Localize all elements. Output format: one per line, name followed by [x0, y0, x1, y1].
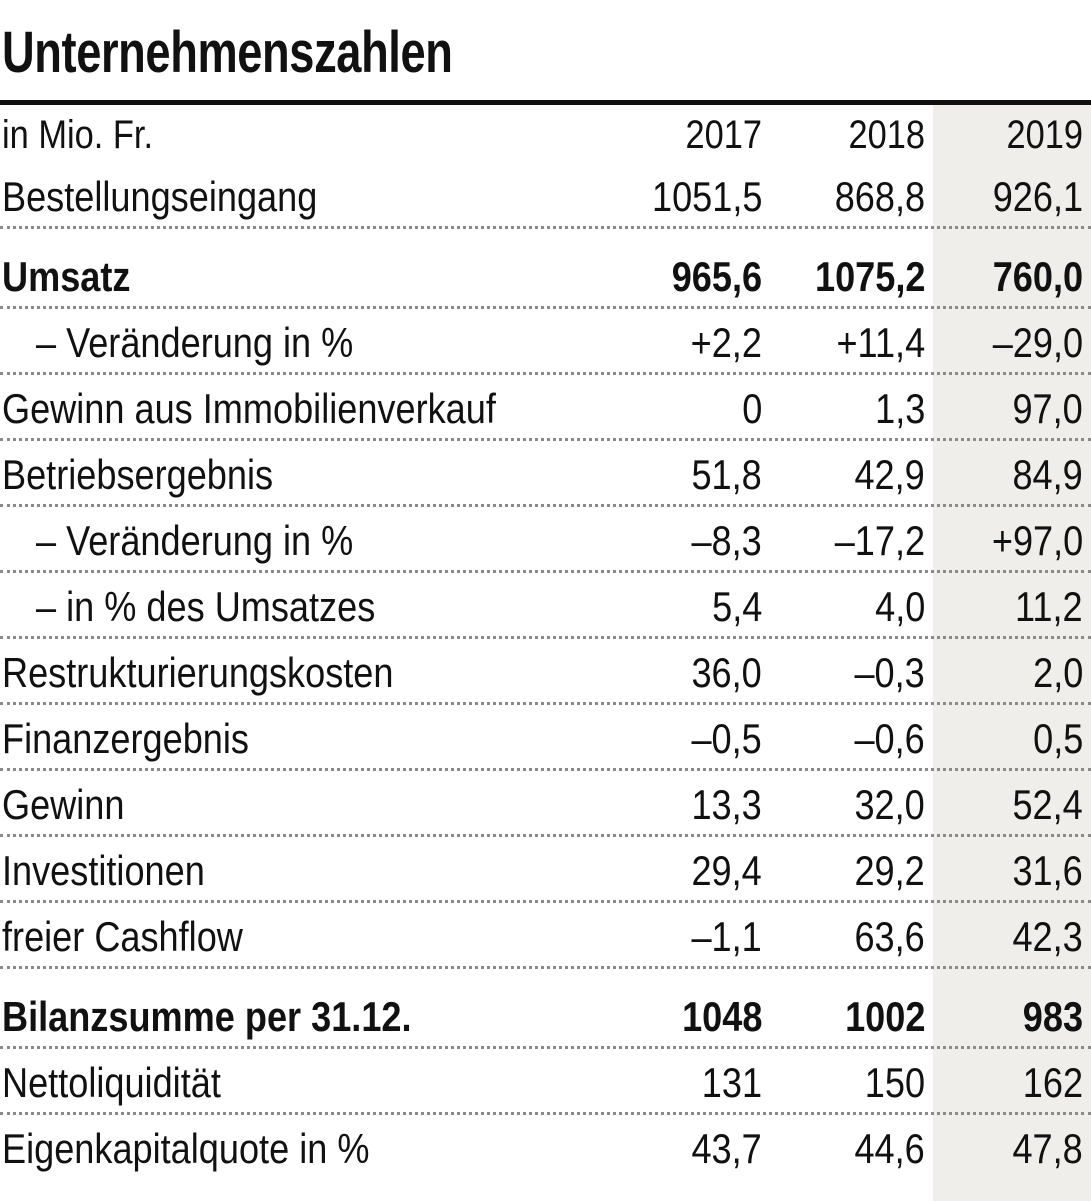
row-label: Bilanzsumme per 31.12.: [2, 993, 412, 1040]
value-2017: 29,4: [691, 847, 762, 894]
value-2017: +2,2: [690, 319, 762, 366]
row-divider: [0, 834, 1091, 837]
table-row: Restrukturierungskosten 36,0 –0,3 2,0: [0, 639, 1091, 705]
value-2017: 1048: [681, 993, 762, 1040]
value-2019: 84,9: [1012, 451, 1083, 498]
value-2019: 47,8: [1012, 1125, 1083, 1172]
value-2019: 97,0: [1012, 385, 1083, 432]
value-2018: 1002: [844, 993, 925, 1040]
value-2018: –0,3: [854, 649, 925, 696]
row-divider: [0, 372, 1091, 375]
table-row: – in % des Umsatzes 5,4 4,0 11,2: [0, 573, 1091, 639]
value-2019: 0,5: [1032, 715, 1083, 762]
row-label: Bestellungseingang: [2, 173, 318, 220]
value-2019: 2,0: [1032, 649, 1083, 696]
row-divider: [0, 570, 1091, 573]
table-row: Bilanzsumme per 31.12. 1048 1002 983: [0, 969, 1091, 1049]
value-2018: 44,6: [854, 1125, 925, 1172]
row-label: Gewinn: [2, 781, 125, 828]
unit-label: in Mio. Fr.: [2, 113, 154, 157]
row-divider: [0, 702, 1091, 705]
value-2018: 868,8: [834, 173, 925, 220]
value-2018: 32,0: [854, 781, 925, 828]
row-divider: [0, 1112, 1091, 1115]
year-header-2017: 2017: [685, 113, 762, 157]
row-divider: [0, 438, 1091, 441]
year-header-2019: 2019: [1006, 113, 1083, 157]
row-divider: [0, 504, 1091, 507]
table-row: freier Cashflow –1,1 63,6 42,3: [0, 903, 1091, 969]
table-row: Nettoliquidität 131 150 162: [0, 1049, 1091, 1115]
value-2017: 51,8: [691, 451, 762, 498]
value-2019: 52,4: [1012, 781, 1083, 828]
row-divider: [0, 226, 1091, 229]
row-label: Finanzergebnis: [2, 715, 249, 762]
value-2019: 760,0: [992, 253, 1083, 300]
value-2017: –8,3: [691, 517, 762, 564]
table-row: Bestellungseingang 1051,5 868,8 926,1: [0, 167, 1091, 229]
table-row: – Veränderung in % +2,2 +11,4 –29,0: [0, 309, 1091, 375]
value-2019: 926,1: [992, 173, 1083, 220]
value-2017: 36,0: [691, 649, 762, 696]
value-2018: –0,6: [854, 715, 925, 762]
row-divider: [0, 900, 1091, 903]
row-label: Gewinn aus Immobilienverkauf: [2, 385, 496, 432]
value-2019: 11,2: [1015, 583, 1083, 630]
row-divider: [0, 1046, 1091, 1049]
value-2017: 5,4: [711, 583, 762, 630]
highlight-column-2019: [933, 105, 1091, 1201]
page-title: Unternehmenszahlen: [2, 20, 453, 85]
row-divider: [0, 768, 1091, 771]
row-label: freier Cashflow: [2, 913, 243, 960]
value-2018: 1,3: [874, 385, 925, 432]
row-label: – Veränderung in %: [36, 517, 354, 564]
value-2019: –29,0: [992, 319, 1083, 366]
table-row: Gewinn 13,3 32,0 52,4: [0, 771, 1091, 837]
value-2019: 983: [1022, 993, 1083, 1040]
row-label: Umsatz: [2, 253, 131, 300]
value-2018: –17,2: [834, 517, 925, 564]
row-divider: [0, 966, 1091, 969]
table-header-row: in Mio. Fr. 2017 2018 2019: [0, 105, 1091, 167]
value-2018: 29,2: [854, 847, 925, 894]
value-2019: 162: [1022, 1059, 1083, 1106]
row-label: Investitionen: [2, 847, 205, 894]
table-row: Investitionen 29,4 29,2 31,6: [0, 837, 1091, 903]
value-2017: 131: [701, 1059, 762, 1106]
value-2019: 42,3: [1012, 913, 1083, 960]
value-2017: 0: [741, 385, 762, 432]
table-row: – Veränderung in % –8,3 –17,2 +97,0: [0, 507, 1091, 573]
value-2017: 43,7: [691, 1125, 762, 1172]
row-label: Eigenkapitalquote in %: [2, 1125, 370, 1172]
value-2017: 965,6: [671, 253, 762, 300]
value-2018: 63,6: [854, 913, 925, 960]
table-row: Eigenkapitalquote in % 43,7 44,6 47,8: [0, 1115, 1091, 1181]
value-2019: 31,6: [1012, 847, 1083, 894]
table-row: Betriebsergebnis 51,8 42,9 84,9: [0, 441, 1091, 507]
value-2018: 4,0: [874, 583, 925, 630]
value-2017: –0,5: [691, 715, 762, 762]
table-row: Gewinn aus Immobilienverkauf 0 1,3 97,0: [0, 375, 1091, 441]
title-divider: [0, 100, 1091, 105]
table-row: Umsatz 965,6 1075,2 760,0: [0, 229, 1091, 309]
value-2019: +97,0: [991, 517, 1083, 564]
row-label: Restrukturierungskosten: [2, 649, 394, 696]
table-row: Finanzergebnis –0,5 –0,6 0,5: [0, 705, 1091, 771]
value-2017: 1051,5: [651, 173, 762, 220]
value-2017: 13,3: [691, 781, 762, 828]
row-label: Betriebsergebnis: [2, 451, 274, 498]
value-2018: +11,4: [836, 319, 925, 366]
row-label: – in % des Umsatzes: [36, 583, 376, 630]
value-2018: 42,9: [854, 451, 925, 498]
row-label: – Veränderung in %: [36, 319, 354, 366]
value-2018: 150: [864, 1059, 925, 1106]
row-divider: [0, 636, 1091, 639]
row-label: Nettoliquidität: [2, 1059, 221, 1106]
value-2017: –1,1: [691, 913, 762, 960]
value-2018: 1075,2: [814, 253, 925, 300]
row-divider: [0, 306, 1091, 309]
year-header-2018: 2018: [848, 113, 925, 157]
